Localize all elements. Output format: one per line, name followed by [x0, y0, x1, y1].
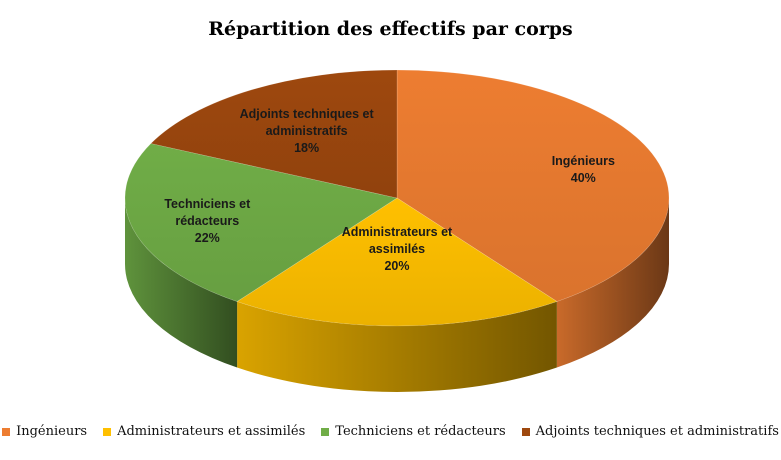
legend-label: Ingénieurs: [16, 424, 88, 439]
legend-swatch: [521, 427, 530, 436]
slice-label-3: Adjoints techniques et administratifs 18%: [240, 107, 375, 155]
slice-label-2: Techniciens et rédacteurs 22%: [164, 197, 251, 245]
legend-item: Techniciens et rédacteurs: [321, 424, 506, 439]
pie-slice-0: [396, 69, 670, 302]
pie-side-walls: [125, 198, 669, 392]
legend-label: Adjoints techniques et administratifs: [535, 424, 779, 439]
slice-label-0: Ingénieurs 40%: [552, 154, 615, 185]
legend-item: Ingénieurs: [2, 424, 87, 439]
pie-slice-2: [124, 143, 398, 302]
legend-swatch: [321, 427, 330, 436]
legend-item: Administrateurs et assimilés: [103, 424, 305, 439]
pie-chart-svg: Ingénieurs 40% Administrateurs et assimilés…: [124, 69, 670, 392]
pie-side-0: [556, 198, 669, 368]
legend-swatch: [103, 427, 112, 436]
legend-swatch: [2, 427, 11, 436]
chart-legend: Ingénieurs Administrateurs et assimilés Te…: [0, 424, 781, 439]
pie-side-1: [237, 301, 557, 392]
legend-label: Administrateurs et assimilés: [117, 424, 306, 439]
pie-slice-1: [236, 197, 558, 327]
pie-side-2: [125, 198, 238, 368]
pie-slice-3: [150, 69, 398, 199]
chart-title: Répartition des effectifs par corps: [208, 18, 573, 40]
slice-label-1: Administrateurs et assimilés 20%: [342, 225, 453, 273]
legend-item: Adjoints techniques et administratifs: [521, 424, 779, 439]
legend-label: Techniciens et rédacteurs: [335, 424, 506, 439]
